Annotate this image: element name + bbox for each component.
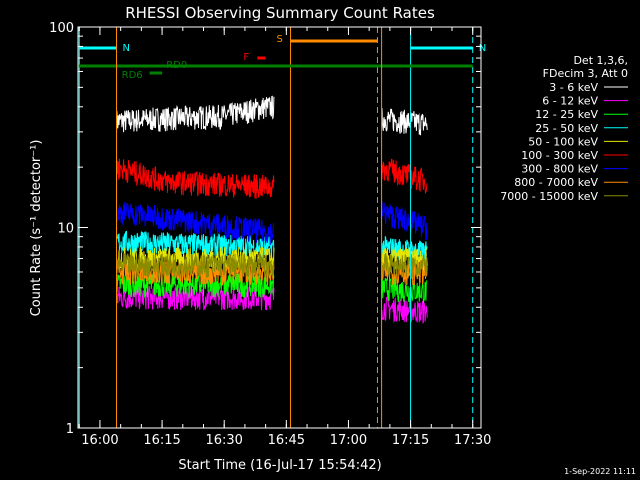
chart-title: RHESSI Observing Summary Count Rates bbox=[125, 4, 435, 22]
series-line-7-seg2 bbox=[381, 201, 428, 240]
interval-label-rd6: RD6 bbox=[122, 70, 143, 81]
interval-label-rd0: RD0 bbox=[166, 60, 187, 71]
legend-label-4: 50 - 100 keV bbox=[528, 135, 598, 148]
interval-label-f: F bbox=[243, 52, 249, 63]
y-tick-label-0: 1 bbox=[66, 422, 74, 437]
x-tick-label-0: 16:00 bbox=[81, 433, 118, 448]
legend-label-6: 300 - 800 keV bbox=[521, 163, 598, 176]
y-tick-label-1: 10 bbox=[57, 222, 74, 237]
y-axis-label: Count Rate (s⁻¹ detector⁻¹) bbox=[29, 140, 44, 317]
interval-label-n-1: N bbox=[479, 43, 486, 54]
x-tick-label-3: 16:45 bbox=[268, 433, 305, 448]
series-line-1-seg2 bbox=[381, 107, 428, 136]
legend-label-5: 100 - 300 keV bbox=[521, 149, 598, 162]
legend-label-8: 7000 - 15000 keV bbox=[500, 190, 598, 203]
legend-label-7: 800 - 7000 keV bbox=[514, 176, 598, 189]
series-line-4-seg1 bbox=[116, 230, 275, 260]
series-line-6-seg1 bbox=[116, 158, 275, 199]
interval-label-s: S bbox=[276, 34, 282, 45]
legend-label-1: 6 - 12 keV bbox=[542, 95, 598, 108]
series-line-1-seg1 bbox=[116, 95, 275, 135]
x-tick-label-2: 16:30 bbox=[205, 433, 242, 448]
legend-label-3: 25 - 50 keV bbox=[535, 122, 598, 135]
series-line-3-seg2 bbox=[381, 277, 428, 304]
legend-label-0: 3 - 6 keV bbox=[549, 81, 598, 94]
legend-header-0: Det 1,3,6, bbox=[573, 54, 628, 67]
x-tick-label-4: 17:00 bbox=[330, 433, 367, 448]
legend-header-1: FDecim 3, Att 0 bbox=[543, 67, 628, 80]
series-line-9-seg1 bbox=[116, 253, 275, 279]
series-line-6-seg2 bbox=[381, 158, 428, 194]
y-tick-label-2: 100 bbox=[49, 21, 74, 36]
plot-timestamp: 1-Sep-2022 11:11 bbox=[564, 467, 636, 476]
series-line-3-seg1 bbox=[116, 272, 275, 298]
x-tick-label-5: 17:15 bbox=[392, 433, 429, 448]
x-tick-label-6: 17:30 bbox=[454, 433, 491, 448]
series-line-7-seg1 bbox=[116, 201, 275, 246]
series-line-9-seg2 bbox=[381, 252, 428, 278]
series-line-5-seg2 bbox=[381, 247, 428, 274]
interval-label-n-0: N bbox=[123, 43, 130, 54]
legend-label-2: 12 - 25 keV bbox=[535, 108, 598, 121]
x-tick-label-1: 16:15 bbox=[143, 433, 180, 448]
x-axis-label: Start Time (16-Jul-17 15:54:42) bbox=[178, 458, 381, 473]
